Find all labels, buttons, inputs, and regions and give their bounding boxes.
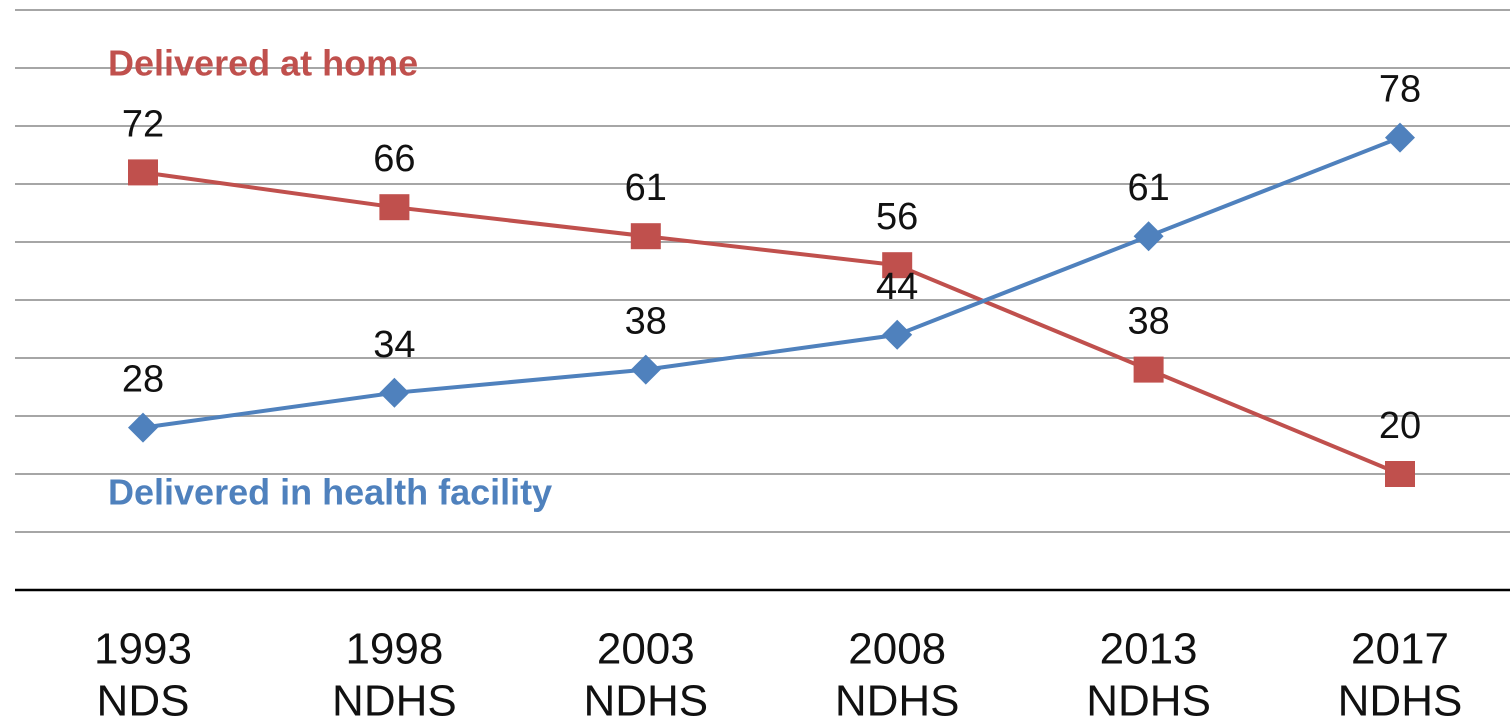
data-label: 20 — [1379, 405, 1421, 447]
marker — [882, 252, 913, 279]
x-tick-label: 2003 — [597, 625, 695, 674]
x-tick-label: NDHS — [583, 677, 708, 726]
x-tick-label: NDS — [97, 677, 190, 726]
x-tick-label: 1993 — [94, 625, 192, 674]
marker — [630, 223, 661, 250]
marker — [379, 194, 410, 221]
data-label: 72 — [122, 103, 164, 145]
marker — [1133, 356, 1164, 383]
marker — [128, 159, 158, 186]
x-tick-label: NDHS — [332, 677, 457, 726]
data-label: 44 — [876, 266, 918, 308]
series-line — [142, 135, 1401, 430]
marker — [128, 412, 158, 443]
x-tick-label: 2008 — [848, 625, 946, 674]
x-tick-label: NDHS — [1338, 677, 1463, 726]
x-tick-label: 2013 — [1100, 625, 1198, 674]
series-label: Delivered in health facility — [108, 472, 552, 513]
x-tick-label: NDHS — [1086, 677, 1211, 726]
data-label: 78 — [1379, 69, 1421, 111]
x-tick-label: 1998 — [345, 625, 443, 674]
data-label: 28 — [122, 359, 164, 401]
x-tick-label: NDHS — [835, 677, 960, 726]
series-line — [142, 170, 1401, 476]
data-label: 61 — [1127, 167, 1169, 209]
marker — [1385, 122, 1415, 153]
data-label: 56 — [876, 196, 918, 238]
data-label: 38 — [625, 301, 667, 343]
marker — [1385, 461, 1415, 487]
marker — [630, 354, 661, 385]
marker — [1133, 221, 1164, 252]
data-label: 61 — [625, 167, 667, 209]
series-label: Delivered at home — [108, 43, 418, 84]
marker — [882, 319, 913, 350]
marker — [379, 377, 410, 408]
data-label: 66 — [373, 138, 415, 180]
data-label: 34 — [373, 324, 415, 366]
x-tick-label: 2017 — [1351, 625, 1449, 674]
data-label: 38 — [1127, 301, 1169, 343]
